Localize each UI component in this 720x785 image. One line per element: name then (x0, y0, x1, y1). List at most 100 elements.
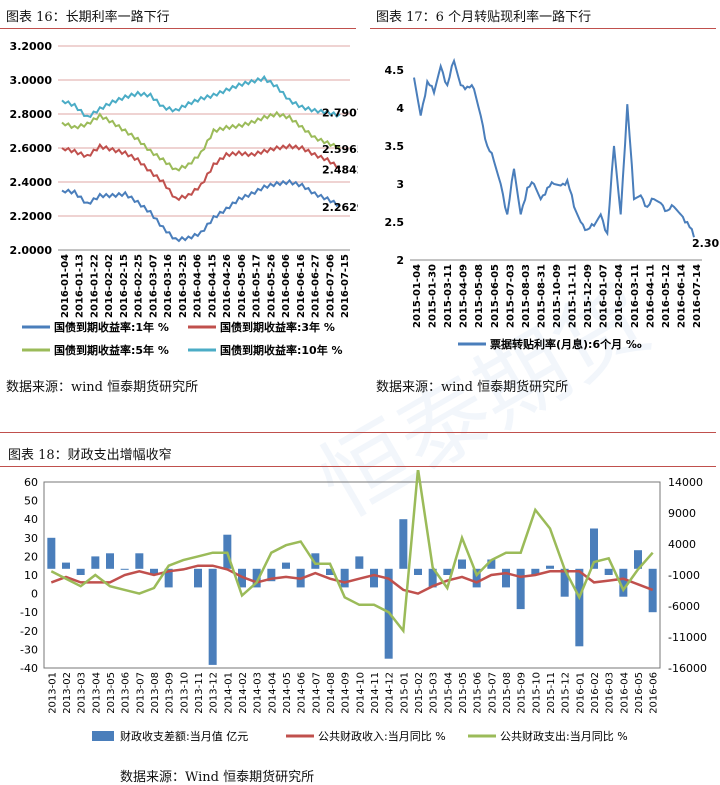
bar (604, 568, 613, 575)
fig16-title: 图表 16：长期利率一路下行 (6, 10, 170, 25)
x-tick-label: 2013-04 (91, 672, 102, 714)
bar (516, 568, 525, 610)
y-tick-label: 2.6000 (10, 142, 53, 155)
legend-label: 国债到期收益率:1年 % (54, 320, 169, 334)
bar (208, 568, 217, 665)
bar (194, 568, 202, 588)
x-tick-label: 2016-01-13 (75, 254, 86, 318)
chart-fig16: 3.2000 3.0000 2.8000 2.6000 2.4000 2.2000 2.00… (10, 40, 358, 357)
x-tick-label: 2016-02-25 (134, 254, 145, 318)
y-tick-label-right: -6000 (668, 600, 700, 613)
x-tick-label: 2015-01-30 (428, 264, 439, 328)
x-tick-label: 2013-10 (179, 672, 190, 714)
x-tick-label: 2015-01 (399, 672, 410, 714)
x-tick-label: 2014-06 (297, 672, 308, 714)
x-tick-label: 2016-04-15 (207, 254, 218, 318)
fig18-rule (0, 466, 716, 467)
y-tick-label-left: 40 (24, 513, 38, 526)
x-tick-label: 2014-07 (311, 672, 322, 714)
bar (91, 556, 100, 569)
data-label: 2.30 (692, 237, 719, 250)
y-tick-label: 2.0000 (10, 244, 53, 257)
bar (443, 568, 452, 575)
y-tick-label-left: 20 (24, 550, 38, 563)
x-tick-label: 2016-04 (619, 672, 630, 714)
y-tick-label-right: 4000 (668, 538, 696, 551)
x-tick-label: 2015-04-09 (459, 264, 470, 328)
bar (487, 559, 496, 569)
y-tick-label-right: 14000 (668, 476, 703, 489)
y-tick-label: 2.2000 (10, 210, 53, 223)
x-tick-label: 2016-02-02 (104, 254, 115, 318)
fig16-source: 数据来源：wind 恒泰期货研究所 (6, 380, 199, 395)
x-tick-label: 2015-08-31 (536, 264, 547, 328)
x-tick-label: 2015-12-09 (583, 264, 594, 328)
y-tick-label-left: 10 (24, 569, 38, 582)
bar (326, 568, 334, 575)
x-tick-label: 2013-07 (135, 672, 146, 714)
bar (340, 568, 349, 588)
x-tick-label: 2016-02-04 (614, 264, 625, 328)
bar (252, 568, 261, 588)
x-tick-label: 2015-05-08 (474, 264, 485, 328)
x-tick-label: 2015-02 (414, 672, 425, 714)
x-tick-label: 2016-05-26 (266, 254, 277, 318)
bar (546, 565, 554, 569)
x-tick-label: 2016-02-15 (119, 254, 130, 318)
x-tick-label: 2016-04-11 (645, 264, 656, 328)
fig17-title: 图表 17：6 个月转贴现利率一路下行 (376, 10, 592, 25)
x-tick-label: 2014-01 (223, 672, 234, 714)
y-tick-label-left: -40 (20, 662, 38, 675)
x-tick-label: 2015-01-04 (412, 264, 423, 328)
x-tick-label: 2015-11-11 (568, 264, 579, 328)
bar (76, 568, 85, 575)
x-tick-label: 2015-10-09 (552, 264, 563, 328)
x-tick-label: 2015-12 (561, 672, 572, 714)
x-tick-label: 2014-08 (326, 672, 337, 714)
legend-swatch (92, 731, 114, 741)
x-tick-label: 2016-05 (634, 672, 645, 714)
x-tick-label: 2014-10 (355, 672, 366, 714)
series-line (61, 178, 341, 243)
bar (370, 568, 378, 588)
x-tick-label: 2014-02 (238, 672, 249, 714)
series-line (50, 564, 654, 595)
x-tick-label: 2015-03-11 (443, 264, 454, 328)
fig18-source: 数据来源：Wind 恒泰期货研究所 (120, 770, 315, 785)
bar (648, 568, 657, 613)
x-tick-label: 2013-11 (194, 672, 205, 714)
y-tick-label-left: -10 (20, 606, 38, 619)
bar (62, 562, 70, 569)
x-tick-label: 2015-04 (443, 672, 454, 714)
x-tick-label: 2013-12 (209, 672, 220, 714)
x-tick-label: 2016-03-25 (178, 254, 189, 318)
bar (106, 553, 114, 569)
bar (502, 568, 510, 588)
legend-label: 国债到期收益率:10年 % (220, 343, 343, 357)
bar (282, 562, 290, 569)
y-tick-label-right: -1000 (668, 569, 700, 582)
x-tick-label: 2013-03 (77, 672, 88, 714)
y-tick-label: 3.2000 (10, 40, 53, 53)
x-tick-label: 2016-05-17 (252, 254, 263, 318)
y-tick-label: 4 (396, 102, 404, 115)
bar (355, 556, 364, 569)
bar (164, 568, 173, 588)
bar (560, 568, 569, 597)
x-tick-label: 2014-05 (282, 672, 293, 714)
bar (634, 550, 642, 569)
bar (267, 568, 276, 582)
x-tick-label: 2016-07-06 (325, 254, 336, 318)
x-tick-label: 2016-07-15 (340, 254, 351, 318)
x-tick-label: 2014-09 (341, 672, 352, 714)
section-rule (0, 432, 716, 433)
x-tick-label: 2016-04-26 (222, 254, 233, 318)
y-tick-label-left: -20 (20, 625, 38, 638)
y-tick-label-right: 9000 (668, 507, 696, 520)
bar (414, 568, 422, 575)
data-label: 2.5965 (322, 143, 358, 156)
x-tick-label: 2016-01-04 (60, 254, 71, 318)
bar (311, 553, 320, 569)
x-tick-label: 2015-07-03 (505, 264, 516, 328)
